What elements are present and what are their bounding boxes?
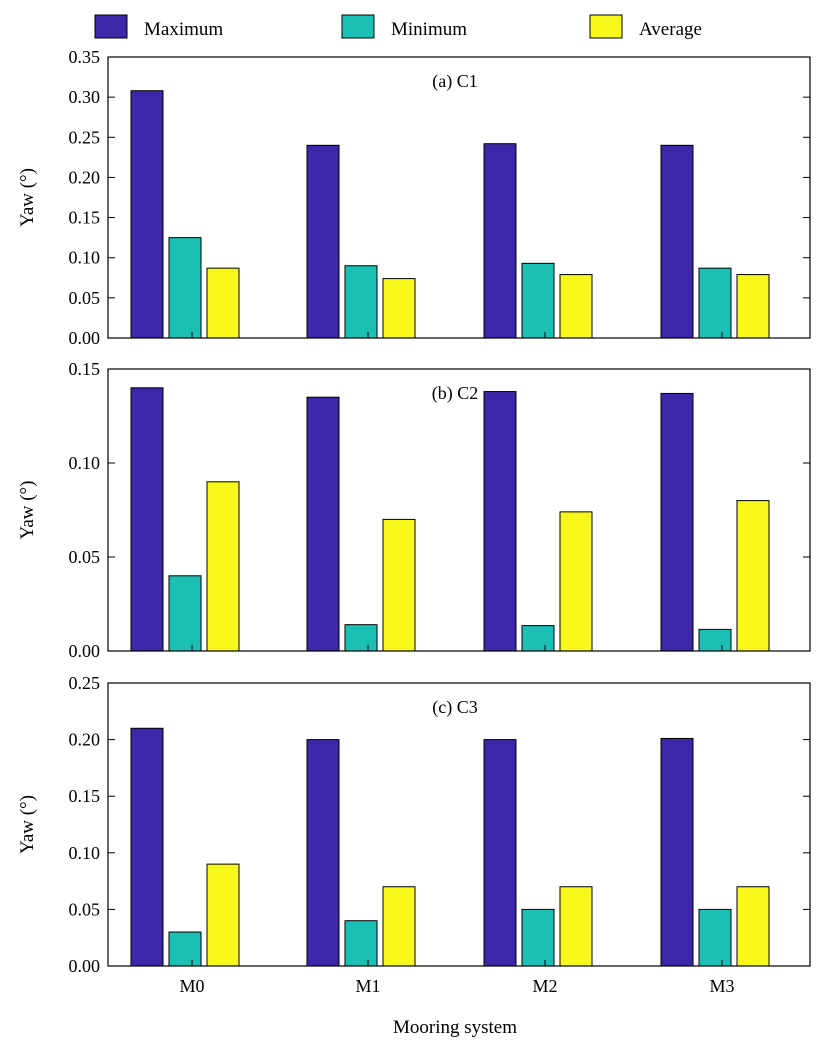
panel-2-bar-average-m1 [382, 518, 416, 652]
panel-1-bar-maximum-m1 [306, 144, 340, 339]
panel-1-ylabel: Yaw (°) [17, 168, 38, 227]
panel-2-bar-average-m0 [206, 481, 240, 652]
x-axis-label: Mooring system [393, 1017, 517, 1038]
panel-2-bar-maximum-m0 [130, 387, 164, 652]
panel-1-bar-maximum-m0 [130, 90, 164, 339]
panel-3-title: (c) C3 [432, 697, 477, 718]
panel-1-bar-average-m2 [559, 274, 593, 339]
panel-1-ytick-label: 0.05 [69, 288, 101, 308]
panel-2-bar-maximum-m3 [660, 392, 694, 652]
panel-2-bar-minimum-m0 [168, 575, 202, 652]
legend-label-average: Average [639, 19, 702, 40]
panel-3-ytick-label: 0.10 [69, 843, 101, 863]
panel-2-bar-minimum-m3 [698, 628, 732, 652]
panel-3-bar-average-m2 [559, 886, 593, 967]
panel-3-bar-maximum-m2 [483, 739, 517, 967]
panel-2-ytick-label: 0.15 [69, 359, 101, 379]
panel-1-ytick-label: 0.10 [69, 248, 101, 268]
legend-swatch-average [589, 14, 623, 39]
panel-2-ylabel: Yaw (°) [17, 481, 38, 540]
panel-3-ytick-label: 0.15 [69, 786, 101, 806]
panel-3-ylabel: Yaw (°) [17, 795, 38, 854]
legend-swatch-minimum [341, 14, 375, 39]
panel-2-ytick-label: 0.00 [69, 641, 101, 661]
panel-2-bar-maximum-m1 [306, 396, 340, 652]
panel-2-bar-maximum-m2 [483, 391, 517, 652]
panel-1-bar-average-m3 [736, 274, 770, 339]
panel-2-title: (b) C2 [432, 383, 479, 404]
panel-3-bar-minimum-m1 [344, 920, 378, 967]
legend-swatch-maximum [94, 14, 128, 39]
panel-1-ytick-label: 0.35 [69, 47, 101, 67]
panel-3-ytick-label: 0.00 [69, 956, 101, 976]
panel-3-bar-minimum-m0 [168, 931, 202, 967]
legend-label-maximum: Maximum [144, 19, 223, 40]
panel-2-bar-minimum-m2 [521, 625, 555, 652]
panel-2-bar-average-m2 [559, 511, 593, 652]
panel-3-bar-average-m0 [206, 863, 240, 967]
panel-3-bar-minimum-m3 [698, 908, 732, 967]
panel-3-bar-minimum-m2 [521, 908, 555, 967]
panel-1-bar-minimum-m1 [344, 265, 378, 339]
panel-1-frame [107, 56, 811, 339]
xtick-label-m2: M2 [532, 976, 557, 996]
panel-1-bar-minimum-m2 [521, 262, 555, 339]
panel-1-ytick-label: 0.15 [69, 208, 101, 228]
panel-3-bar-maximum-m3 [660, 737, 694, 967]
legend-label-minimum: Minimum [391, 19, 467, 40]
panel-2-ytick-label: 0.10 [69, 453, 101, 473]
panel-3-ytick-label: 0.05 [69, 899, 101, 919]
panel-1-title: (a) C1 [432, 71, 477, 92]
panel-1-bar-maximum-m2 [483, 143, 517, 339]
panel-3-bar-average-m3 [736, 886, 770, 967]
panel-1-ytick-label: 0.00 [69, 328, 101, 348]
panel-1-ytick-label: 0.30 [69, 87, 101, 107]
panel-3-ytick-label: 0.25 [69, 673, 101, 693]
xtick-label-m1: M1 [355, 976, 380, 996]
panel-1-bar-maximum-m3 [660, 144, 694, 339]
panel-3-bar-maximum-m1 [306, 739, 340, 967]
panel-1-bar-average-m0 [206, 267, 240, 339]
panel-2-bar-average-m3 [736, 500, 770, 652]
panel-1-ytick-label: 0.25 [69, 127, 101, 147]
panel-3-frame [107, 682, 811, 967]
panel-2-frame [107, 368, 811, 652]
xtick-label-m0: M0 [179, 976, 204, 996]
panel-1-bar-minimum-m0 [168, 237, 202, 339]
panel-3-bar-average-m1 [382, 886, 416, 967]
panel-1-bar-average-m1 [382, 278, 416, 339]
xtick-label-m3: M3 [709, 976, 734, 996]
panel-1-ytick-label: 0.20 [69, 167, 101, 187]
panel-2-bar-minimum-m1 [344, 624, 378, 652]
panel-1-bar-minimum-m3 [698, 267, 732, 339]
panel-3-ytick-label: 0.20 [69, 730, 101, 750]
panel-3-bar-maximum-m0 [130, 727, 164, 967]
panel-2-ytick-label: 0.05 [69, 547, 101, 567]
